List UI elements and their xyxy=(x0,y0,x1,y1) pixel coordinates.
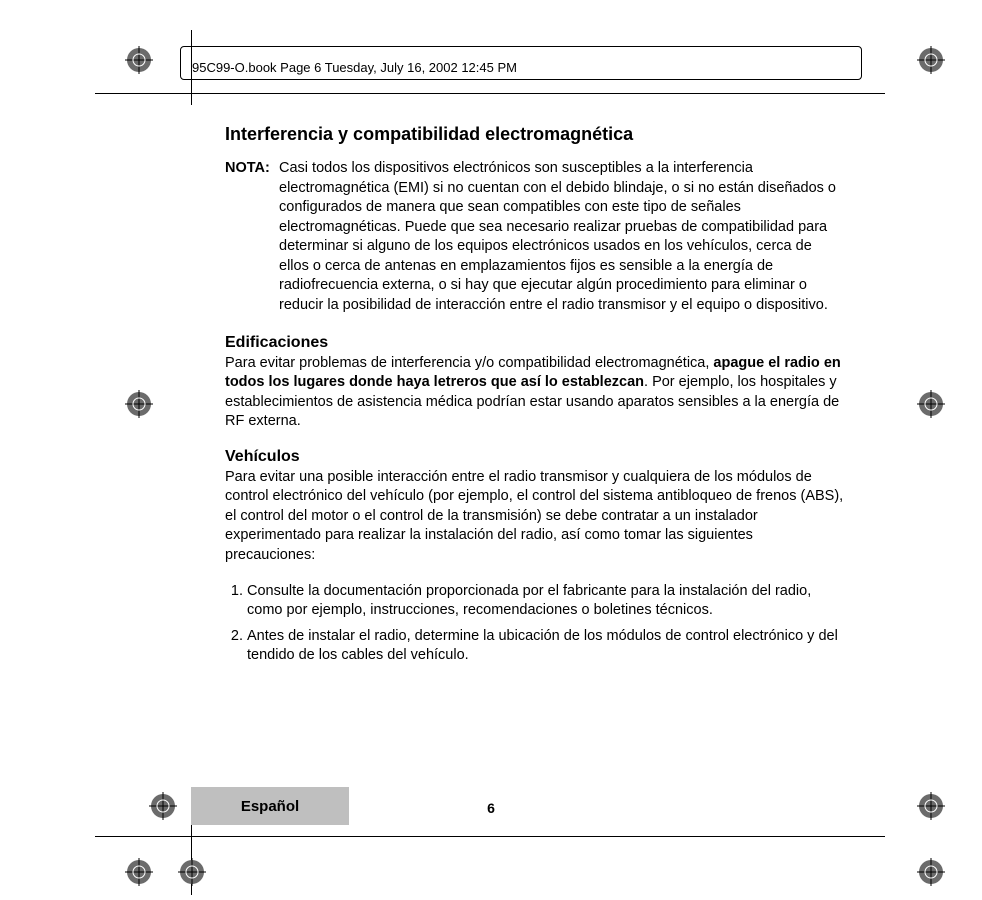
note-label: NOTA: xyxy=(225,159,279,316)
list-item: Consulte la documentación proporcionada … xyxy=(247,582,845,621)
list-item: Antes de instalar el radio, determine la… xyxy=(247,627,845,666)
registration-mark-icon xyxy=(125,858,153,886)
section-para-vehiculos: Para evitar una posible interacción entr… xyxy=(225,468,845,566)
running-head: 95C99-O.book Page 6 Tuesday, July 16, 20… xyxy=(192,60,517,75)
note-text: Casi todos los dispositivos electrónicos… xyxy=(279,159,845,316)
numbered-list: Consulte la documentación proporcionada … xyxy=(225,582,845,666)
crop-line-top xyxy=(95,93,885,94)
registration-mark-icon xyxy=(125,46,153,74)
page-number: 6 xyxy=(0,800,982,816)
registration-mark-icon xyxy=(917,858,945,886)
registration-mark-icon xyxy=(178,858,206,886)
note-block: NOTA: Casi todos los dispositivos electr… xyxy=(225,159,845,316)
language-tab-label: Español xyxy=(241,798,299,815)
crop-line-left xyxy=(191,30,192,105)
section-heading-edificaciones: Edificaciones xyxy=(225,334,845,352)
section-para-edificaciones: Para evitar problemas de interferencia y… xyxy=(225,354,845,432)
registration-mark-icon xyxy=(917,46,945,74)
language-tab: Español xyxy=(191,787,349,825)
content-area: Interferencia y compatibilidad electroma… xyxy=(225,124,845,672)
section-heading-vehiculos: Vehículos xyxy=(225,448,845,466)
registration-mark-icon xyxy=(125,390,153,418)
page-title: Interferencia y compatibilidad electroma… xyxy=(225,124,845,145)
registration-mark-icon xyxy=(917,390,945,418)
crop-line-bottom xyxy=(95,836,885,837)
para-pre: Para evitar problemas de interferencia y… xyxy=(225,355,713,371)
